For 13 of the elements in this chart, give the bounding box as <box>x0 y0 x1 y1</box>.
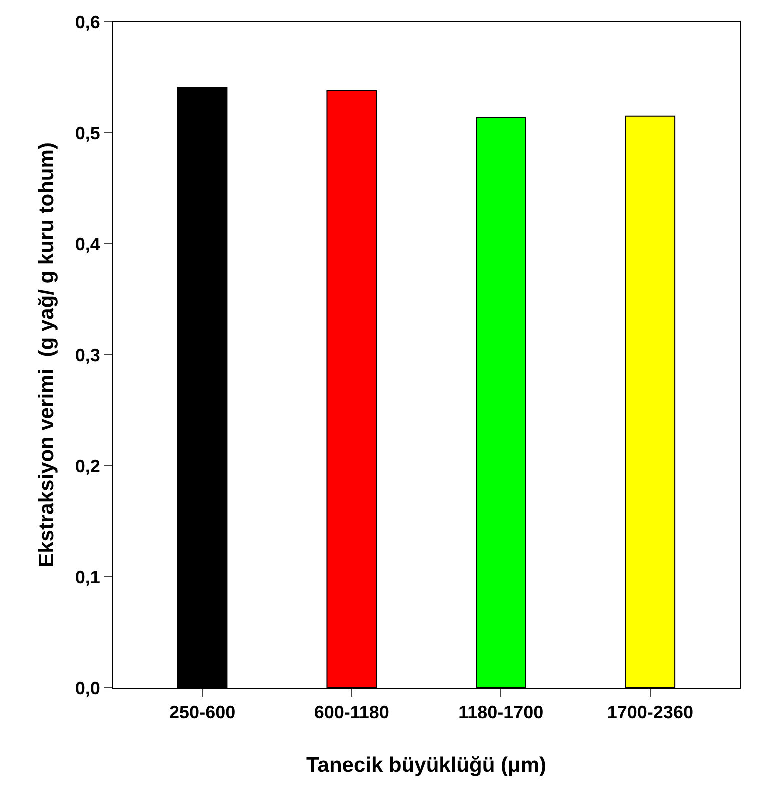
y-tick-label: 0,6 <box>75 12 100 32</box>
x-tick-label: 600-1180 <box>314 702 390 723</box>
y-tick-label: 0,5 <box>75 123 100 144</box>
y-tick-label: 0,3 <box>75 345 100 366</box>
y-tick-label: 0,4 <box>75 234 100 254</box>
x-tick-label: 250-600 <box>170 702 236 723</box>
x-tick-label: 1180-1700 <box>458 702 544 723</box>
y-tick-label: 0,0 <box>75 678 100 698</box>
x-axis-title: Tanecik büyüklüğü (μm) <box>306 754 546 777</box>
y-tick-label: 0,1 <box>75 567 100 588</box>
y-axis-title: Ekstraksiyon verimi (g yağ/ g kuru tohum) <box>36 142 59 568</box>
x-tick-label: 1700-2360 <box>607 702 694 723</box>
y-tick-label: 0,2 <box>75 456 100 476</box>
